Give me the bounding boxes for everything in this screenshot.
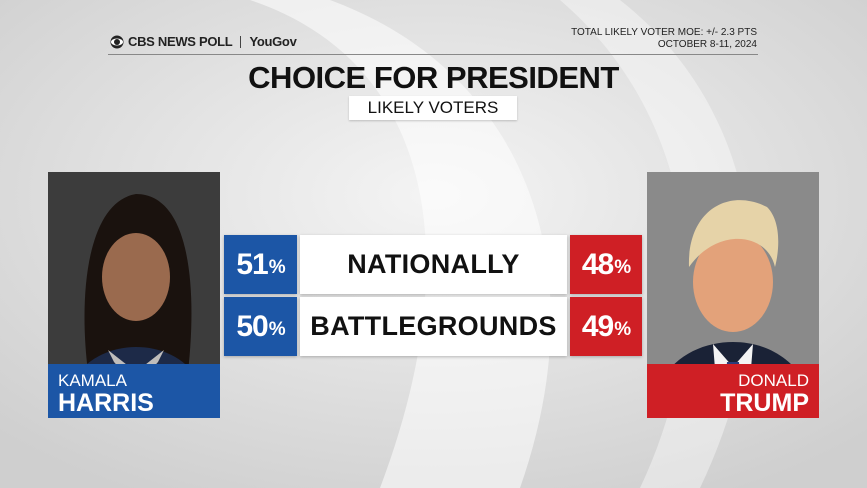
logo-eye	[110, 35, 124, 48]
meta: TOTAL LIKELY VOTER MOE: +/- 2.3 PTS OCTO…	[571, 27, 757, 51]
header-rule	[108, 54, 758, 55]
moe: TOTAL LIKELY VOTER MOE: +/- 2.3 PTS	[571, 27, 757, 38]
first-name: DONALD	[738, 371, 809, 390]
candidate-panel: KAMALA HARRIS	[48, 172, 220, 418]
dates: OCTOBER 8-11, 2024	[657, 39, 757, 50]
last-name: HARRIS	[58, 389, 154, 417]
row-label: NATIONALLY	[300, 235, 567, 294]
separator	[240, 35, 242, 48]
harris-pct: 50%	[224, 297, 297, 356]
candidate-panel: DONALD TRUMP	[647, 172, 819, 418]
brand: CBS NEWS POLL YouGov	[110, 34, 297, 49]
partner-name: YouGov	[249, 34, 297, 49]
harris-pct: 51%	[224, 235, 297, 294]
trump-pct: 49%	[570, 297, 642, 356]
title: CHOICE FOR PRESIDENT	[248, 60, 619, 95]
name-box: KAMALA HARRIS	[48, 364, 220, 418]
trump-pct: 48%	[570, 235, 642, 294]
name-box: DONALD TRUMP	[647, 364, 819, 418]
first-name: KAMALA	[58, 371, 127, 390]
last-name: TRUMP	[720, 389, 809, 417]
subtitle: LIKELY VOTERS	[349, 96, 517, 120]
row-label: BATTLEGROUNDS	[300, 297, 567, 356]
brand-name: CBS NEWS POLL	[128, 34, 233, 49]
